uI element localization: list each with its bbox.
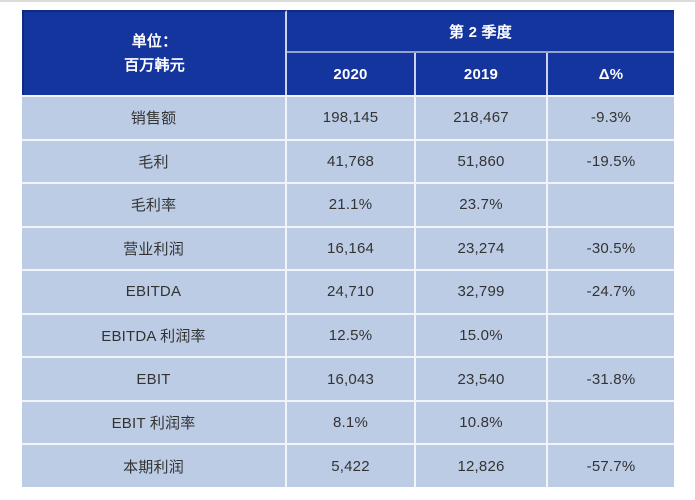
value-delta-percent <box>548 312 674 357</box>
column-header-2019: 2019 <box>416 53 548 95</box>
value-2020: 8.1% <box>287 399 416 444</box>
row-label: EBITDA 利润率 <box>22 312 287 357</box>
value-2019: 23.7% <box>416 182 548 226</box>
value-2020: 198,145 <box>287 95 416 139</box>
value-delta-percent: -31.8% <box>548 356 674 400</box>
row-label: 营业利润 <box>22 225 287 270</box>
column-header-delta-percent: Δ% <box>548 53 674 95</box>
quarter-header-cell: 第 2 季度 <box>287 10 674 53</box>
value-2020: 41,768 <box>287 138 416 183</box>
value-delta-percent: -19.5% <box>548 138 674 183</box>
value-delta-percent: -57.7% <box>548 443 674 487</box>
value-delta-percent: -9.3% <box>548 95 674 139</box>
row-label: 销售额 <box>22 95 287 139</box>
unit-label-line2: 百万韩元 <box>124 56 185 74</box>
page-top-divider <box>0 0 695 2</box>
value-2019: 10.8% <box>416 399 548 444</box>
value-delta-percent <box>548 399 674 444</box>
financial-table: 单位： 百万韩元 第 2 季度 2020 2019 Δ% 销售额 198,145… <box>22 10 674 487</box>
value-2019: 32,799 <box>416 269 548 313</box>
unit-label-line1: 单位： <box>131 33 178 51</box>
value-2020: 12.5% <box>287 312 416 357</box>
row-label: EBIT <box>22 356 287 400</box>
value-2020: 16,043 <box>287 356 416 400</box>
column-header-2020: 2020 <box>287 53 416 95</box>
row-label: 毛利率 <box>22 182 287 226</box>
value-delta-percent <box>548 182 674 226</box>
row-label: EBITDA <box>22 269 287 313</box>
value-2020: 24,710 <box>287 269 416 313</box>
value-delta-percent: -30.5% <box>548 225 674 270</box>
value-2019: 51,860 <box>416 138 548 183</box>
value-2019: 218,467 <box>416 95 548 139</box>
value-2019: 15.0% <box>416 312 548 357</box>
row-label: EBIT 利润率 <box>22 399 287 444</box>
value-2019: 23,540 <box>416 356 548 400</box>
value-2020: 16,164 <box>287 225 416 270</box>
value-2019: 12,826 <box>416 443 548 487</box>
value-2019: 23,274 <box>416 225 548 270</box>
unit-header-cell: 单位： 百万韩元 <box>22 10 287 95</box>
row-label: 毛利 <box>22 138 287 183</box>
quarter-label: 第 2 季度 <box>449 24 512 41</box>
value-2020: 21.1% <box>287 182 416 226</box>
value-delta-percent: -24.7% <box>548 269 674 313</box>
value-2020: 5,422 <box>287 443 416 487</box>
row-label: 本期利润 <box>22 443 287 487</box>
